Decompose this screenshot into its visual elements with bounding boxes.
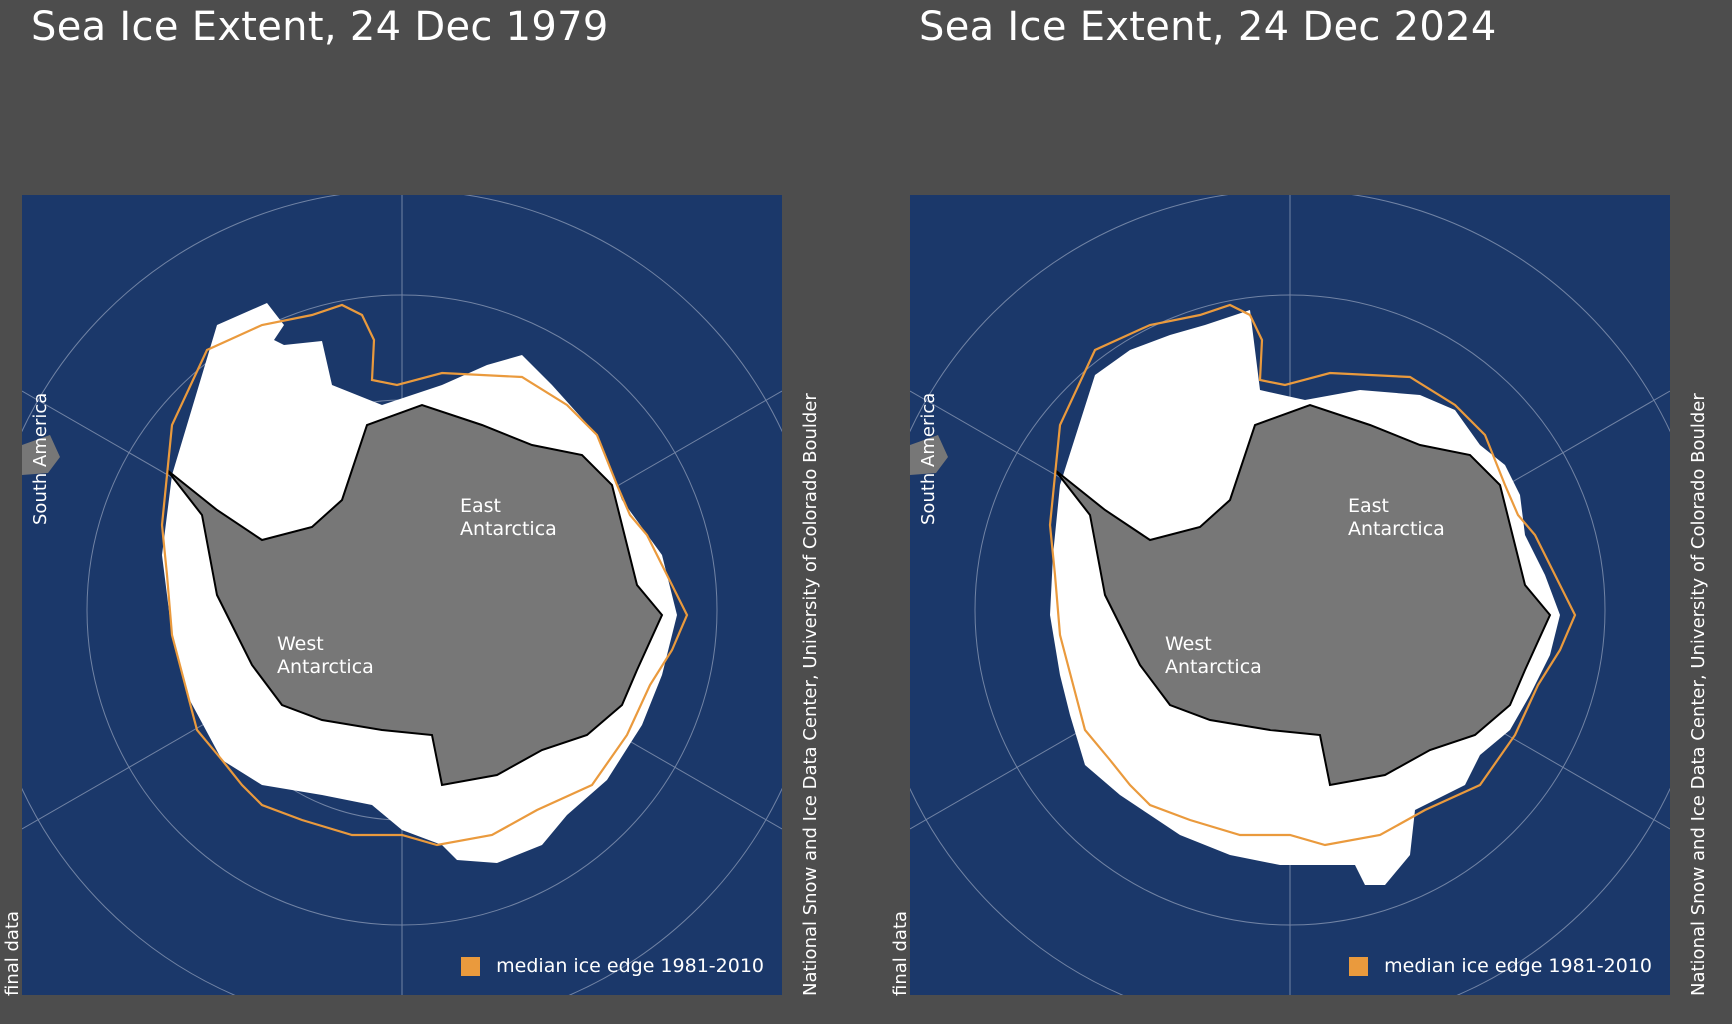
antarctica-land: [1054, 403, 1552, 787]
south-america-label: South America: [30, 392, 51, 525]
east-antarctica-label: East Antarctica: [1348, 495, 1445, 540]
antarctica-land: [166, 403, 664, 787]
credit-label: National Snow and Ice Data Center, Unive…: [800, 393, 821, 996]
sea-ice-map: East Antarctica West Antarctica median i…: [22, 195, 782, 995]
panel-2024: Sea Ice Extent, 24 Dec 2024 East Antarct…: [888, 0, 1732, 1024]
legend-label: median ice edge 1981-2010: [1384, 955, 1652, 977]
south-america-label: South America: [918, 392, 939, 525]
map-title: Sea Ice Extent, 24 Dec 2024: [919, 4, 1497, 50]
legend: median ice edge 1981-2010: [461, 955, 764, 977]
legend: median ice edge 1981-2010: [1349, 955, 1652, 977]
legend-swatch: [461, 956, 481, 976]
east-antarctica-label: East Antarctica: [460, 495, 557, 540]
legend-label: median ice edge 1981-2010: [496, 955, 764, 977]
credit-label: National Snow and Ice Data Center, Unive…: [1688, 393, 1709, 996]
sea-ice-map: East Antarctica West Antarctica median i…: [910, 195, 1670, 995]
legend-swatch: [1349, 956, 1369, 976]
south-america-land: [910, 435, 948, 475]
west-antarctica-label: West Antarctica: [277, 633, 374, 678]
final-data-label: final data: [2, 910, 23, 996]
panel-1979: Sea Ice Extent, 24 Dec 1979 East Antarct…: [2, 4, 821, 996]
south-america-land: [22, 435, 60, 475]
median-ice-edge: [1048, 303, 1577, 847]
map-title: Sea Ice Extent, 24 Dec 1979: [31, 4, 609, 50]
west-antarctica-label: West Antarctica: [1165, 633, 1262, 678]
median-ice-edge: [160, 303, 689, 847]
map-graphic: [910, 195, 1670, 995]
final-data-label: final data: [890, 910, 911, 996]
map-graphic: [22, 195, 782, 995]
